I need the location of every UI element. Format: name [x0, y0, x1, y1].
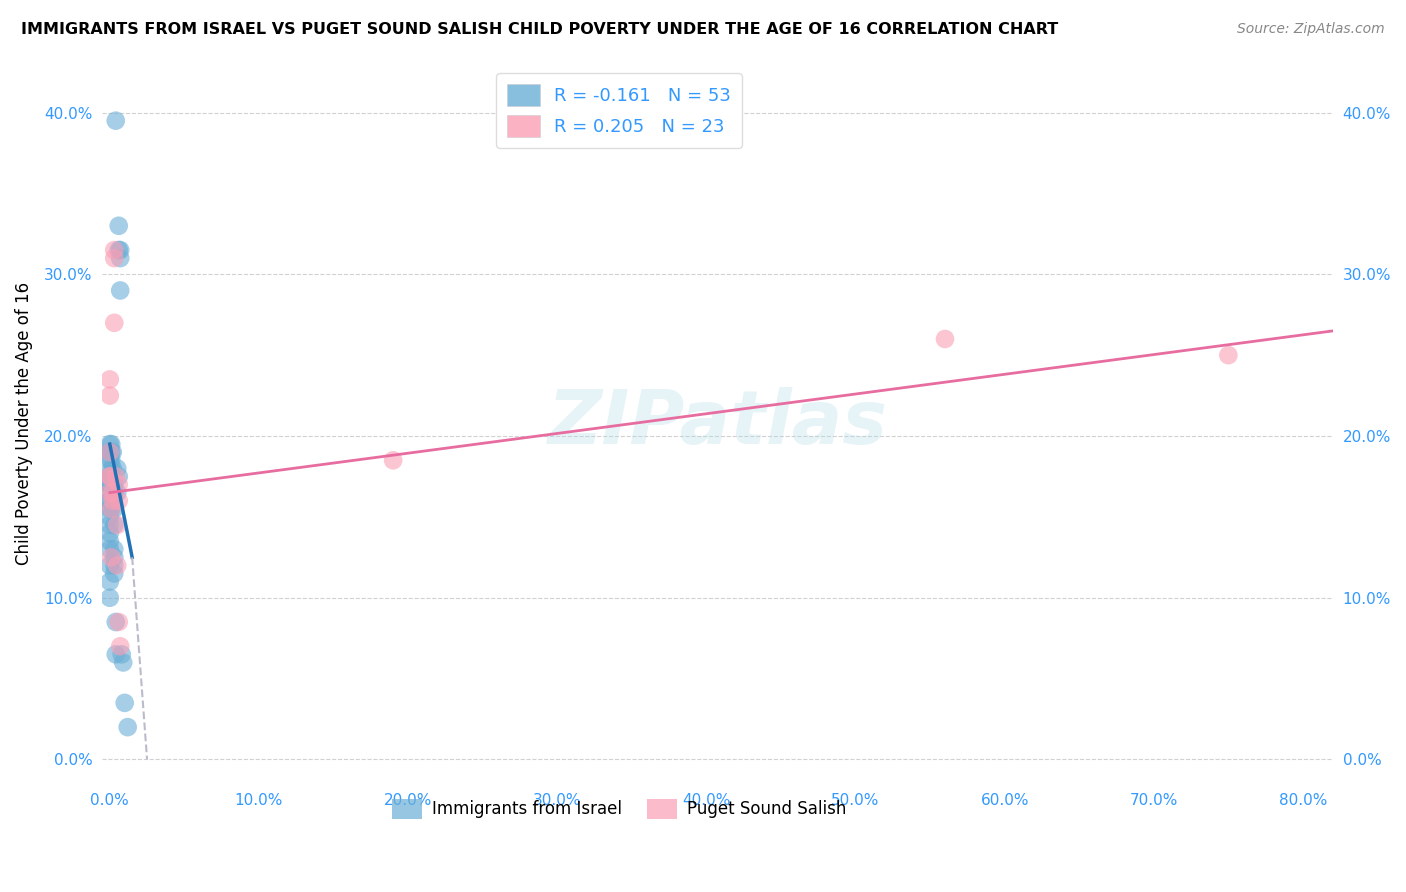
Point	[100, 550, 122, 565]
Point	[98, 372, 121, 386]
Point	[100, 501, 122, 516]
Point	[98, 509, 121, 524]
Point	[107, 493, 129, 508]
Point	[103, 550, 125, 565]
Point	[98, 526, 121, 541]
Point	[110, 640, 132, 654]
Point	[101, 485, 124, 500]
Point	[1218, 348, 1240, 362]
Point	[98, 445, 121, 459]
Point	[100, 445, 122, 459]
Point	[105, 461, 128, 475]
Point	[98, 445, 121, 459]
Legend: Immigrants from Israel, Puget Sound Salish: Immigrants from Israel, Puget Sound Sali…	[385, 792, 853, 826]
Point	[98, 574, 121, 589]
Point	[103, 518, 125, 533]
Point	[104, 113, 127, 128]
Point	[103, 243, 125, 257]
Point	[110, 243, 132, 257]
Point	[98, 485, 121, 500]
Point	[101, 485, 124, 500]
Point	[98, 493, 121, 508]
Point	[103, 251, 125, 265]
Point	[110, 284, 132, 298]
Point	[107, 477, 129, 491]
Point	[107, 615, 129, 629]
Point	[98, 534, 121, 549]
Point	[98, 469, 121, 483]
Point	[98, 469, 121, 483]
Point	[98, 477, 121, 491]
Point	[98, 485, 121, 500]
Point	[98, 542, 121, 557]
Point	[98, 558, 121, 573]
Point	[110, 251, 132, 265]
Y-axis label: Child Poverty Under the Age of 16: Child Poverty Under the Age of 16	[15, 283, 32, 566]
Point	[105, 485, 128, 500]
Point	[101, 461, 124, 475]
Point	[100, 461, 122, 475]
Point	[98, 518, 121, 533]
Point	[98, 493, 121, 508]
Point	[382, 453, 405, 467]
Point	[107, 469, 129, 483]
Point	[103, 316, 125, 330]
Point	[105, 518, 128, 533]
Point	[100, 453, 122, 467]
Point	[107, 243, 129, 257]
Point	[98, 437, 121, 451]
Point	[100, 501, 122, 516]
Point	[103, 477, 125, 491]
Point	[98, 388, 121, 402]
Point	[98, 477, 121, 491]
Point	[103, 485, 125, 500]
Point	[103, 566, 125, 581]
Point	[100, 437, 122, 451]
Point	[111, 648, 134, 662]
Point	[112, 656, 135, 670]
Point	[98, 501, 121, 516]
Text: ZIPatlas: ZIPatlas	[547, 387, 887, 460]
Point	[114, 696, 136, 710]
Point	[98, 469, 121, 483]
Point	[103, 558, 125, 573]
Point	[104, 615, 127, 629]
Point	[98, 477, 121, 491]
Point	[104, 648, 127, 662]
Point	[101, 445, 124, 459]
Point	[117, 720, 139, 734]
Point	[101, 493, 124, 508]
Point	[98, 445, 121, 459]
Point	[104, 469, 127, 483]
Point	[934, 332, 956, 346]
Text: IMMIGRANTS FROM ISRAEL VS PUGET SOUND SALISH CHILD POVERTY UNDER THE AGE OF 16 C: IMMIGRANTS FROM ISRAEL VS PUGET SOUND SA…	[21, 22, 1059, 37]
Point	[98, 469, 121, 483]
Point	[98, 591, 121, 605]
Point	[103, 501, 125, 516]
Text: Source: ZipAtlas.com: Source: ZipAtlas.com	[1237, 22, 1385, 37]
Point	[105, 558, 128, 573]
Point	[98, 469, 121, 483]
Point	[98, 453, 121, 467]
Point	[103, 542, 125, 557]
Point	[107, 219, 129, 233]
